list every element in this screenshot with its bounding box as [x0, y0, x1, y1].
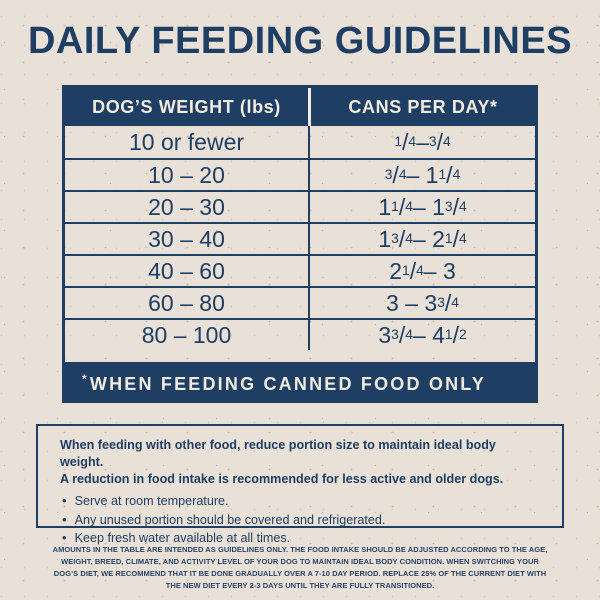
cans-per-day-cell: 3/4 – 1 1/4: [308, 160, 535, 190]
info-bullet-list: Serve at room temperature. Any unused po…: [60, 492, 542, 548]
table-row: 40 – 60 2 1/4 – 3: [65, 254, 535, 286]
footnote-asterisk: *: [82, 372, 89, 386]
cans-per-day-cell: 1/4 – 3/4: [308, 126, 535, 158]
cans-per-day-cell: 1 1/4 – 1 3/4: [308, 192, 535, 222]
table-footnote-bar: * WHEN FEEDING CANNED FOOD ONLY: [62, 365, 538, 403]
fine-print: AMOUNTS IN THE TABLE ARE INTENDED AS GUI…: [52, 545, 548, 590]
table-row: 60 – 80 3 – 3 3/4: [65, 286, 535, 318]
table-row: 80 – 100 3 3/4 – 4 1/2: [65, 318, 535, 350]
cans-column-header: CANS PER DAY*: [308, 88, 535, 126]
feeding-info-box: When feeding with other food, reduce por…: [36, 424, 564, 545]
info-bullet-item: Any unused portion should be covered and…: [60, 511, 542, 530]
info-intro-line-1: When feeding with other food, reduce por…: [60, 438, 496, 469]
table-row: 30 – 40 1 3/4 – 2 1/4: [65, 222, 535, 254]
weight-column-header: DOG’S WEIGHT (lbs): [92, 96, 281, 117]
dog-weight-cell: 60 – 80: [148, 289, 225, 316]
info-bullet-item: Serve at room temperature.: [60, 492, 542, 511]
feeding-guidelines-table: DOG’S WEIGHT (lbs) CANS PER DAY* 10 or f…: [62, 85, 538, 365]
table-body: 10 or fewer 1/4 – 3/4 10 – 20 3/4 – 1 1/…: [65, 126, 535, 350]
dog-weight-cell: 10 – 20: [148, 161, 225, 188]
dog-weight-cell: 20 – 30: [148, 193, 225, 220]
cans-per-day-cell: 3 – 3 3/4: [308, 288, 535, 318]
dog-weight-cell: 80 – 100: [141, 321, 232, 348]
table-header-row: DOG’S WEIGHT (lbs) CANS PER DAY*: [65, 88, 535, 126]
table-row: 10 – 20 3/4 – 1 1/4: [65, 158, 535, 190]
table-row: 20 – 30 1 1/4 – 1 3/4: [65, 190, 535, 222]
page-title: DAILY FEEDING GUIDELINES: [27, 20, 573, 62]
cans-per-day-cell: 1 3/4 – 2 1/4: [308, 224, 535, 254]
dog-weight-cell: 10 or fewer: [128, 128, 245, 155]
dog-weight-cell: 30 – 40: [148, 225, 225, 252]
footnote-text: WHEN FEEDING CANNED FOOD ONLY: [89, 373, 487, 394]
info-intro-line-2: A reduction in food intake is recommende…: [60, 472, 504, 486]
cans-per-day-cell: 2 1/4 – 3: [308, 256, 535, 286]
dog-weight-cell: 40 – 60: [148, 257, 225, 284]
info-bullet-item: Keep fresh water available at all times.: [60, 529, 542, 548]
table-row: 10 or fewer 1/4 – 3/4: [65, 126, 535, 158]
cans-per-day-cell: 3 3/4 – 4 1/2: [308, 320, 535, 350]
